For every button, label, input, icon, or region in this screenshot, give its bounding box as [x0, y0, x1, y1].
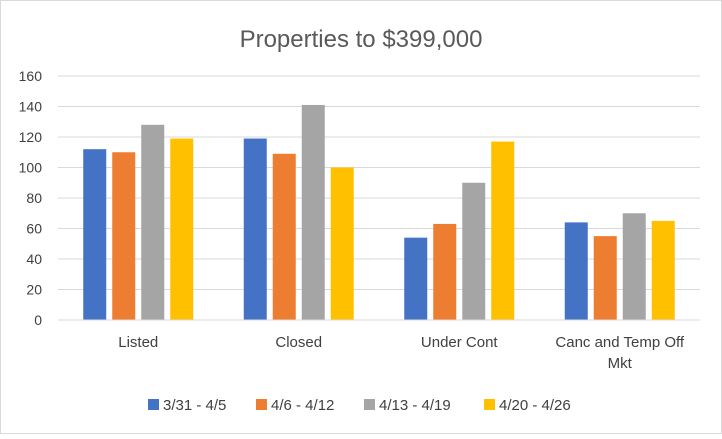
x-tick-label: Mkt: [608, 355, 633, 372]
bar: [170, 138, 194, 320]
bar: [301, 104, 325, 320]
bar: [593, 236, 617, 320]
y-tick-label: 140: [19, 99, 43, 115]
bar: [330, 167, 354, 320]
legend-label: 4/6 - 4/12: [271, 397, 334, 414]
legend-swatch: [484, 399, 495, 410]
legend-swatch: [256, 399, 267, 410]
y-tick-label: 120: [19, 129, 43, 145]
x-tick-label: Listed: [118, 334, 158, 351]
legend: 3/31 - 4/5 4/6 - 4/12 4/13 - 4/19 4/20 - 4/…: [148, 397, 571, 414]
legend-label: 4/13 - 4/19: [379, 397, 451, 414]
y-axis: 0 20 40 60 80 100 120 140 160: [19, 68, 43, 328]
bar: [83, 149, 107, 320]
y-tick-label: 40: [26, 251, 42, 267]
y-tick-label: 20: [26, 282, 42, 298]
y-tick-label: 80: [26, 190, 42, 206]
y-tick-label: 0: [34, 312, 42, 328]
x-tick-label: Closed: [275, 334, 322, 351]
bar: [112, 152, 136, 320]
bar: [462, 182, 486, 320]
bar: [491, 141, 515, 320]
bar: [433, 223, 457, 320]
bar: [404, 237, 428, 320]
bars: [83, 104, 675, 320]
y-tick-label: 100: [19, 160, 43, 176]
bar: [622, 213, 646, 320]
x-axis: Listed Closed Under Cont Canc and Temp Off M…: [58, 319, 700, 372]
bar: [564, 222, 588, 320]
bar: [651, 220, 675, 320]
y-tick-label: 60: [26, 221, 42, 237]
legend-label: 3/31 - 4/5: [163, 397, 226, 414]
y-tick-label: 160: [19, 68, 43, 84]
bar: [272, 153, 296, 320]
x-tick-label: Under Cont: [421, 334, 499, 351]
legend-swatch: [148, 399, 159, 410]
legend-swatch: [364, 399, 375, 410]
bar: [141, 124, 165, 320]
legend-label: 4/20 - 4/26: [499, 397, 571, 414]
x-tick-label: Canc and Temp Off: [555, 334, 685, 351]
chart-title: Properties to $399,000: [240, 26, 483, 53]
bar: [243, 138, 267, 320]
